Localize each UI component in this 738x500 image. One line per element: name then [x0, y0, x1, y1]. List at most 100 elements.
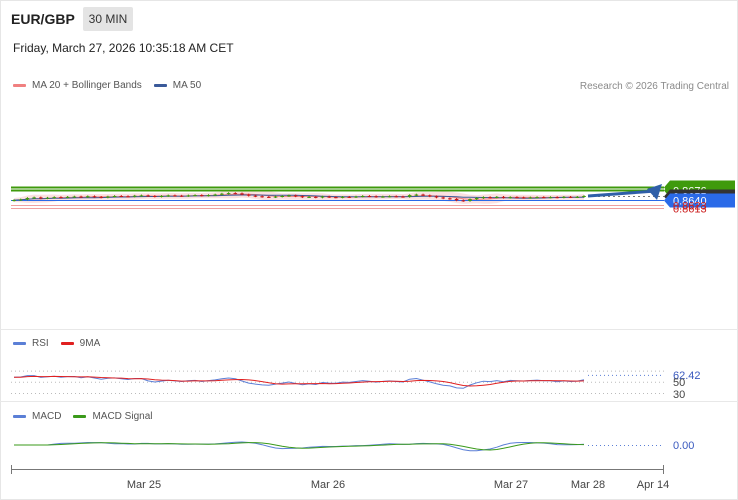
x-tick-mar25: Mar 25: [127, 479, 161, 491]
candle: [401, 195, 405, 198]
legend-ma20: MA 20 + Bollinger Bands: [13, 80, 142, 91]
macd-pane: 0.00: [14, 440, 694, 452]
level-tag-3: [664, 193, 735, 208]
candle: [106, 195, 110, 199]
x-tick-mar27: Mar 27: [494, 479, 528, 491]
legend-ma50-label: MA 50: [172, 80, 202, 91]
macd-signal-swatch: [73, 415, 87, 418]
candle: [72, 195, 77, 198]
macd-legend: MACD MACD Signal: [13, 411, 158, 422]
legend-macd-label: MACD: [32, 411, 62, 422]
rsi-swatch: [13, 342, 26, 345]
candle: [541, 196, 546, 199]
timeframe-button[interactable]: 30 MIN: [83, 7, 133, 31]
candle: [179, 194, 184, 197]
candle: [267, 196, 271, 199]
candle: [45, 196, 50, 200]
macd-signal-line: [14, 442, 585, 451]
candle: [354, 195, 358, 199]
candle: [287, 194, 291, 197]
rsi-50-label: 50: [673, 377, 685, 389]
candle: [153, 195, 157, 198]
candle: [206, 194, 211, 197]
candle: [293, 194, 298, 198]
candle: [233, 192, 238, 195]
level-label-3: 0.8640: [673, 196, 707, 208]
candle: [508, 196, 513, 199]
candle: [199, 194, 204, 197]
candle: [39, 196, 43, 200]
candle: [387, 195, 392, 198]
rsi-pane: 62.42 50 30: [11, 370, 701, 401]
legend-macd: MACD: [13, 411, 61, 422]
candle: [307, 196, 311, 199]
macd-zero-label: 0.00: [673, 440, 694, 452]
legend-rsi-ma: 9MA: [60, 338, 101, 349]
candle: [461, 199, 466, 202]
candle: [394, 195, 399, 198]
legend-rsi-ma-label: 9MA: [79, 338, 101, 349]
arrow-head: [647, 184, 662, 201]
candle: [220, 192, 224, 196]
rsi-value-label: 62.42: [673, 370, 701, 382]
candle: [79, 195, 83, 199]
candle: [427, 194, 432, 198]
candle: [327, 195, 331, 199]
candle: [334, 196, 338, 199]
ma20-swatch: [13, 84, 26, 87]
legend-ma50: MA 50: [153, 80, 202, 91]
candle: [548, 196, 553, 199]
candle: [562, 196, 566, 199]
legend-macd-signal: MACD Signal: [73, 411, 152, 422]
candle: [52, 196, 57, 199]
candle: [253, 194, 258, 198]
candle: [173, 194, 177, 197]
x-axis: Mar 25 Mar 26 Mar 27 Mar 28 Apr 14: [11, 465, 669, 491]
candle: [481, 196, 486, 199]
level-label-5: 0.8613: [673, 204, 707, 216]
candle: [575, 196, 580, 199]
candle: [280, 195, 285, 198]
candle: [521, 196, 526, 199]
candle: [246, 193, 251, 197]
candle: [59, 196, 63, 199]
timestamp: Friday, March 27, 2026 10:35:18 AM CET: [13, 41, 234, 55]
candle: [474, 197, 479, 201]
candle: [126, 195, 130, 198]
candle: [99, 196, 103, 199]
candle: [226, 192, 231, 195]
candle: [441, 196, 445, 200]
level-label-4: 0.8623: [673, 201, 707, 213]
candles: [12, 192, 586, 202]
candle: [488, 196, 492, 199]
rsi-legend: RSI 9MA: [13, 338, 106, 349]
candle: [320, 195, 325, 199]
candle: [454, 198, 459, 202]
rsi-ma-swatch: [60, 342, 74, 345]
candle: [313, 196, 318, 199]
legend-ma20-label: MA 20 + Bollinger Bands: [32, 80, 142, 91]
candle: [18, 198, 23, 201]
candle: [12, 199, 16, 202]
ma50-swatch: [153, 84, 167, 87]
candle: [159, 195, 164, 198]
candle: [300, 195, 305, 199]
candle: [535, 196, 539, 199]
candle: [273, 195, 278, 199]
legend-rsi-label: RSI: [32, 338, 49, 349]
candle: [347, 196, 352, 199]
legend-macd-signal-label: MACD Signal: [92, 411, 153, 422]
arrow-shaft: [587, 189, 657, 198]
rsi-30-label: 30: [673, 389, 685, 401]
candle: [260, 195, 264, 198]
x-tick-apr14: Apr 14: [637, 479, 669, 491]
candle: [132, 194, 137, 198]
candle: [555, 196, 559, 199]
x-tick-mar28: Mar 28: [571, 479, 605, 491]
macd-swatch: [13, 415, 26, 418]
candle: [568, 196, 573, 199]
candle: [501, 196, 506, 199]
candle: [213, 193, 217, 196]
